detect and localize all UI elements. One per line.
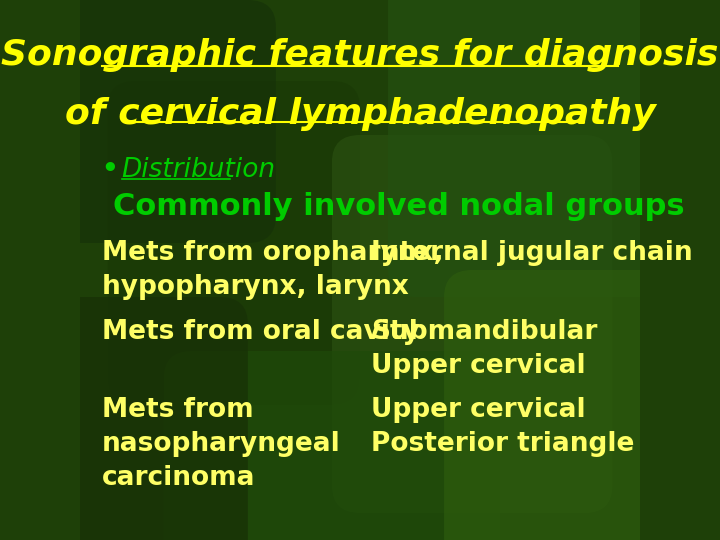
Text: Internal jugular chain: Internal jugular chain — [372, 240, 693, 266]
FancyBboxPatch shape — [52, 0, 276, 243]
Text: Mets from
nasopharyngeal
carcinoma: Mets from nasopharyngeal carcinoma — [102, 397, 341, 491]
Text: Commonly involved nodal groups: Commonly involved nodal groups — [113, 192, 685, 221]
FancyBboxPatch shape — [332, 135, 612, 513]
FancyBboxPatch shape — [52, 297, 248, 540]
FancyBboxPatch shape — [80, 0, 640, 540]
Text: Submandibular
Upper cervical: Submandibular Upper cervical — [372, 319, 598, 379]
Text: Distribution: Distribution — [122, 157, 276, 183]
Text: of cervical lymphadenopathy: of cervical lymphadenopathy — [65, 97, 655, 131]
FancyBboxPatch shape — [444, 270, 696, 540]
Text: Mets from oral cavity: Mets from oral cavity — [102, 319, 420, 345]
Text: Upper cervical
Posterior triangle: Upper cervical Posterior triangle — [372, 397, 634, 457]
FancyBboxPatch shape — [388, 0, 696, 297]
Text: Mets from oropharynx,
hypopharynx, larynx: Mets from oropharynx, hypopharynx, laryn… — [102, 240, 444, 300]
Text: Sonographic features for diagnosis: Sonographic features for diagnosis — [1, 38, 719, 72]
FancyBboxPatch shape — [163, 351, 500, 540]
FancyBboxPatch shape — [108, 81, 360, 405]
Text: •: • — [102, 157, 128, 183]
